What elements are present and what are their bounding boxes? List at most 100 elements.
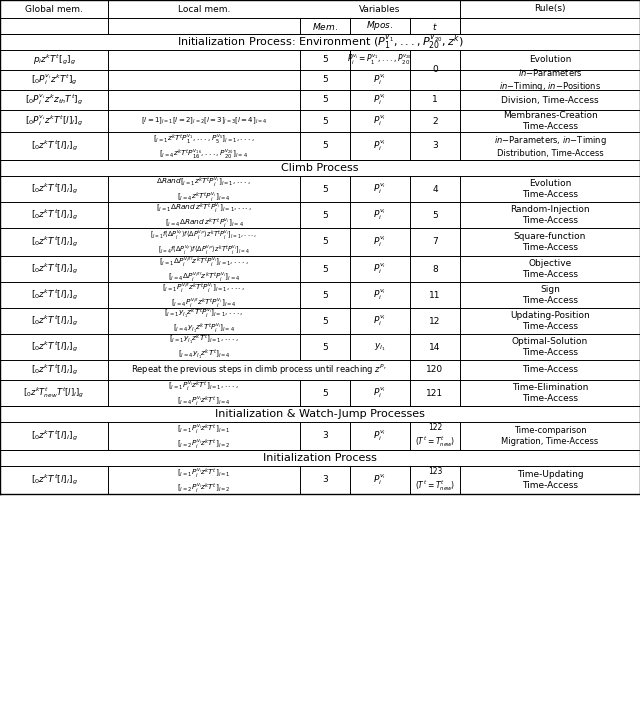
- Text: Time-Elimination
Time-Access: Time-Elimination Time-Access: [512, 384, 588, 403]
- Text: Evolution: Evolution: [529, 56, 571, 64]
- Text: $[_{l=1} P_i^{v_i} z^k T^t]_{l=1},...,$
$[_{l=4} P_i^{v_i} z^k T^t]_{l=4}$: $[_{l=1} P_i^{v_i} z^k T^t]_{l=1},...,$ …: [168, 379, 239, 407]
- Text: 5: 5: [322, 342, 328, 352]
- Text: 5: 5: [322, 76, 328, 85]
- Text: Local mem.: Local mem.: [178, 4, 230, 14]
- Text: $[_0 P_i^{v_i} z^k z_{th} T^t]_g$: $[_0 P_i^{v_i} z^k z_{th} T^t]_g$: [25, 93, 83, 107]
- Text: Membranes-Creation
Time-Access: Membranes-Creation Time-Access: [502, 111, 597, 130]
- Text: $P_i^{v_i}$: $P_i^{v_i}$: [374, 262, 387, 277]
- Text: Updating-Position
Time-Access: Updating-Position Time-Access: [510, 312, 590, 331]
- Text: $[_0 z^k T^t[l]_l]_g$: $[_0 z^k T^t[l]_l]_g$: [31, 473, 77, 487]
- Text: Initialization Process: Environment $(P_1^{v_1},...,P_{20}^{v_{20}},z^k)$: Initialization Process: Environment $(P_…: [177, 32, 463, 52]
- Text: 4: 4: [432, 185, 438, 193]
- Text: 8: 8: [432, 265, 438, 274]
- Text: $P_i^{v_i} = P_1^{v_1},...,P_{20}^{v_{20}}$: $P_i^{v_i} = P_1^{v_1},...,P_{20}^{v_{20…: [348, 53, 413, 67]
- Text: Sign
Time-Access: Sign Time-Access: [522, 285, 578, 304]
- Text: 5: 5: [322, 56, 328, 64]
- Text: 2: 2: [432, 116, 438, 125]
- Text: $[_{l=1} y_{l_1} z^k T^t]_{l=1},...,$
$[_{l=4} y_{l_1} z^k T^t]_{l=4}$: $[_{l=1} y_{l_1} z^k T^t]_{l=1},...,$ $[…: [169, 333, 239, 361]
- Text: Division, Time-Access: Division, Time-Access: [501, 96, 599, 105]
- Text: 120: 120: [426, 366, 444, 374]
- Text: $[_0 z^k T^t[l]_l]_g$: $[_0 z^k T^t[l]_l]_g$: [31, 207, 77, 222]
- Text: $[_{l=1} \Delta P_i^{v_i\prime\prime\prime} z^k T^t P_i^{v_i}]_{l=1},...,$
$[_{l: $[_{l=1} \Delta P_i^{v_i\prime\prime\pri…: [159, 255, 249, 283]
- Text: $\mathit{Mem.}$: $\mathit{Mem.}$: [312, 21, 338, 31]
- Text: Square-function
Time-Access: Square-function Time-Access: [514, 232, 586, 252]
- Text: Optimal-Solution
Time-Access: Optimal-Solution Time-Access: [512, 337, 588, 356]
- Text: Repeat the previous steps in climb process until reaching $z^{P_r}$: Repeat the previous steps in climb proce…: [131, 363, 387, 377]
- Text: $[_0 z^k T_{new}^t T^t[l]_l]_g$: $[_0 z^k T_{new}^t T^t[l]_l]_g$: [23, 386, 84, 400]
- Text: 11: 11: [429, 290, 441, 299]
- Text: Climb Process: Climb Process: [281, 163, 359, 173]
- Text: $[_{l=1} z^k T^t P_1^{v_1},...,P_5^{v_5}]_{l=1},...,$
$[_{l=4} z^k T^t P_{16}^{v: $[_{l=1} z^k T^t P_1^{v_1},...,P_5^{v_5}…: [153, 132, 255, 160]
- Text: 5: 5: [322, 389, 328, 398]
- Text: $P_i^{v_i}$: $P_i^{v_i}$: [374, 73, 387, 87]
- Text: $[_0 z^k T^t[l]_l]_g$: $[_0 z^k T^t[l]_l]_g$: [31, 429, 77, 443]
- Text: $[_{l=1} P_i^{v_i} z^k T^t]_{l=1}$
$[_{l=2} P_i^{v_i} z^k T^t]_{l=2}$: $[_{l=1} P_i^{v_i} z^k T^t]_{l=1}$ $[_{l…: [177, 422, 231, 450]
- Text: $[_0 z^k T^t[l]_l]_g$: $[_0 z^k T^t[l]_l]_g$: [31, 262, 77, 276]
- Text: 5: 5: [322, 290, 328, 299]
- Text: Time-comparison
Migration, Time-Access: Time-comparison Migration, Time-Access: [501, 426, 598, 446]
- Text: 122
$(T^t = T_{new}^t)$: 122 $(T^t = T_{new}^t)$: [415, 423, 455, 449]
- Text: $[_0 z^k T^t[l]_l]_g$: $[_0 z^k T^t[l]_l]_g$: [31, 363, 77, 377]
- Text: $P_i^{v_i}$: $P_i^{v_i}$: [374, 429, 387, 443]
- Text: Time-Access: Time-Access: [522, 366, 578, 374]
- Text: $[_0 z^k T^t[l]_l]_g$: $[_0 z^k T^t[l]_l]_g$: [31, 288, 77, 302]
- Text: $P_i^{v_i}$: $P_i^{v_i}$: [374, 288, 387, 302]
- Text: $[_{l=1} f\langle\Delta P_i^{v_i\prime}\rangle f\langle\Delta P_i^{v_i\prime\pri: $[_{l=1} f\langle\Delta P_i^{v_i\prime}\…: [150, 228, 257, 256]
- Text: Random-Injection
Time-Access: Random-Injection Time-Access: [510, 205, 590, 225]
- Text: 5: 5: [322, 317, 328, 326]
- Text: 3: 3: [322, 476, 328, 485]
- Text: $P_i^{v_i}$: $P_i^{v_i}$: [374, 314, 387, 328]
- Text: $P_i^{v_i}$: $P_i^{v_i}$: [374, 473, 387, 487]
- Text: 5: 5: [322, 237, 328, 247]
- Text: $[_{l=1} P_i^{v_i} z^k T^t]_{l=1}$
$[_{l=2} P_i^{v_i} z^k T^t]_{l=2}$: $[_{l=1} P_i^{v_i} z^k T^t]_{l=1}$ $[_{l…: [177, 466, 231, 494]
- Text: 5: 5: [322, 265, 328, 274]
- Text: 3: 3: [432, 141, 438, 150]
- Text: $\Delta Rand[_{l=1} z^k T^t P_i^{v_i}]_{l=1},...,$
$[_{l=4} z^k T^t P_i^{v_i}]_{: $\Delta Rand[_{l=1} z^k T^t P_i^{v_i}]_{…: [156, 175, 252, 203]
- Text: $P_i^{v_i}$: $P_i^{v_i}$: [374, 386, 387, 400]
- Text: $in$−Parameters
$in$−Timing, $in$−Positions: $in$−Parameters $in$−Timing, $in$−Positi…: [499, 67, 601, 93]
- Text: 123
$(T^t = T_{new}^t)$: 123 $(T^t = T_{new}^t)$: [415, 467, 455, 493]
- Text: 121: 121: [426, 389, 444, 398]
- Text: $[_{l=1} y_{l_1} z^k T^t P_i^{v_i}]_{l=1},...,$
$[_{l=4} y_{l_1} z^k T^t P_i^{v_: $[_{l=1} y_{l_1} z^k T^t P_i^{v_i}]_{l=1…: [164, 307, 244, 335]
- Text: $P_i^{v_i}$: $P_i^{v_i}$: [374, 182, 387, 196]
- Text: 5: 5: [322, 116, 328, 125]
- Text: 3: 3: [322, 431, 328, 441]
- Text: $\mathit{t}$: $\mathit{t}$: [432, 21, 438, 31]
- Text: $in$−Parameters, $in$−Timing
Distribution, Time-Access: $in$−Parameters, $in$−Timing Distributio…: [493, 134, 607, 158]
- Text: 5: 5: [322, 96, 328, 105]
- Text: Initialization & Watch-Jump Processes: Initialization & Watch-Jump Processes: [215, 409, 425, 419]
- Text: $[_{l=1} \Delta Rand\,z^k T^t P_i^{v_i}]_{l=1},...,$
$[_{l=4} \Delta Rand\,z^k T: $[_{l=1} \Delta Rand\,z^k T^t P_i^{v_i}]…: [156, 201, 252, 229]
- Text: $[_0 z^k T^t[l]_l]_g$: $[_0 z^k T^t[l]_l]_g$: [31, 314, 77, 328]
- Text: $[l{=}1]_{l=1}[l{=}2]_{l=2}[l{=}3]_{l=3}[l{=}4]_{l=4}$: $[l{=}1]_{l=1}[l{=}2]_{l=2}[l{=}3]_{l=3}…: [141, 116, 267, 126]
- Text: $P_i^{v_i}$: $P_i^{v_i}$: [374, 139, 387, 153]
- Text: 12: 12: [429, 317, 441, 326]
- Text: Time-Updating
Time-Access: Time-Updating Time-Access: [516, 471, 583, 490]
- Text: Initialization Process: Initialization Process: [263, 453, 377, 463]
- Text: $y_{l_1}$: $y_{l_1}$: [374, 342, 386, 353]
- Text: Objective
Time-Access: Objective Time-Access: [522, 260, 578, 279]
- Text: Evolution
Time-Access: Evolution Time-Access: [522, 179, 578, 199]
- Text: $[_0 z^k T^t[l]_l]_g$: $[_0 z^k T^t[l]_l]_g$: [31, 139, 77, 153]
- Text: $[_0 z^k T^t[l]_l]_g$: $[_0 z^k T^t[l]_l]_g$: [31, 340, 77, 354]
- Text: $p_i z^k T^t[_g]_g$: $p_i z^k T^t[_g]_g$: [33, 53, 76, 67]
- Text: 5: 5: [322, 210, 328, 220]
- Text: Rule(s): Rule(s): [534, 4, 566, 14]
- Text: $\mathit{Mpos.}$: $\mathit{Mpos.}$: [366, 19, 394, 33]
- Text: $[_0 P_i^{v_i} z^k T^t]_g$: $[_0 P_i^{v_i} z^k T^t]_g$: [31, 73, 77, 87]
- Text: $[_0 P_i^{v_i} z^k T^t[l]_l]_g$: $[_0 P_i^{v_i} z^k T^t[l]_l]_g$: [25, 114, 83, 128]
- Text: $P_i^{v_i}$: $P_i^{v_i}$: [374, 93, 387, 107]
- Text: 5: 5: [432, 210, 438, 220]
- Text: $P_i^{v_i}$: $P_i^{v_i}$: [374, 207, 387, 222]
- Text: 5: 5: [322, 141, 328, 150]
- Text: Global mem.: Global mem.: [25, 4, 83, 14]
- Text: Variables: Variables: [359, 4, 401, 14]
- Text: $[_0 z^k T^t[l]_l]_g$: $[_0 z^k T^t[l]_l]_g$: [31, 182, 77, 196]
- Text: 7: 7: [432, 237, 438, 247]
- Text: $[_{l=1} P_i^{v_i\prime\prime} z^k T^t P_i^{v_i}]_{l=1},...,$
$[_{l=4} P_i^{v_i\: $[_{l=1} P_i^{v_i\prime\prime} z^k T^t P…: [163, 281, 246, 309]
- Text: 1: 1: [432, 96, 438, 105]
- Text: 5: 5: [322, 185, 328, 193]
- Text: $P_i^{v_i}$: $P_i^{v_i}$: [374, 113, 387, 128]
- Text: $P_i^{v_i}$: $P_i^{v_i}$: [374, 235, 387, 250]
- Text: $[_0 z^k T^t[l]_l]_g$: $[_0 z^k T^t[l]_l]_g$: [31, 235, 77, 250]
- Text: 14: 14: [429, 342, 441, 352]
